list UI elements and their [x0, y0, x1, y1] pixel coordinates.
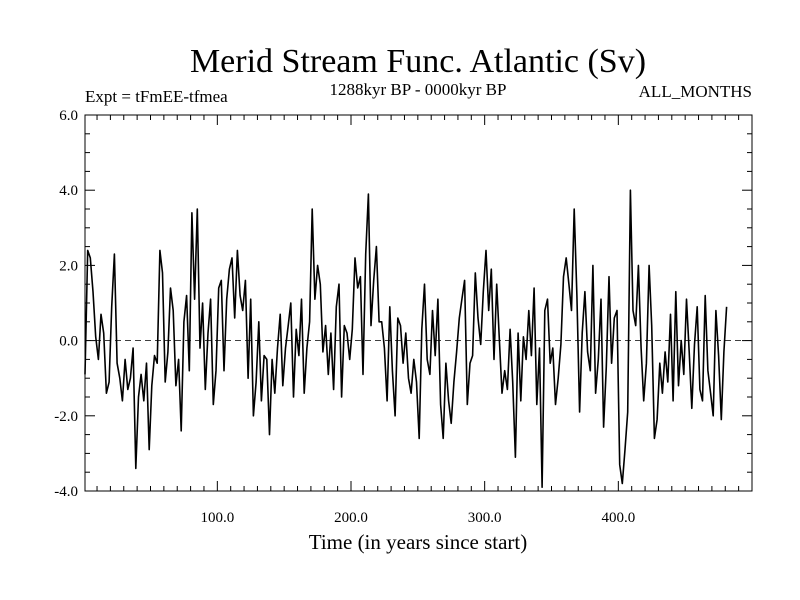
y-tick-label: -2.0 [54, 409, 78, 425]
x-axis-label: Time (in years since start) [309, 530, 528, 554]
y-tick-label: -4.0 [54, 484, 78, 500]
y-tick-label: 4.0 [59, 183, 78, 199]
y-tick-label: 6.0 [59, 108, 78, 124]
x-tick-label: 100.0 [200, 510, 234, 526]
x-axis-tick-labels: 100.0 200.0 300.0 400.0 [200, 510, 635, 526]
expt-label: Expt = tFmEE-tfmea [85, 87, 228, 106]
series-line [84, 189, 728, 488]
y-tick-label: 2.0 [59, 258, 78, 274]
x-tick-label: 400.0 [601, 510, 635, 526]
x-tick-label: 200.0 [334, 510, 368, 526]
y-axis-tick-labels: -4.0 -2.0 0.0 2.0 4.0 6.0 [54, 108, 78, 500]
chart-title: Merid Stream Func. Atlantic (Sv) [190, 43, 646, 80]
x-tick-label: 300.0 [468, 510, 502, 526]
time-range-label: 1288kyr BP - 0000kyr BP [330, 80, 507, 99]
months-label: ALL_MONTHS [639, 82, 752, 101]
axis-ticks [85, 114, 752, 492]
y-tick-label: 0.0 [59, 334, 78, 350]
